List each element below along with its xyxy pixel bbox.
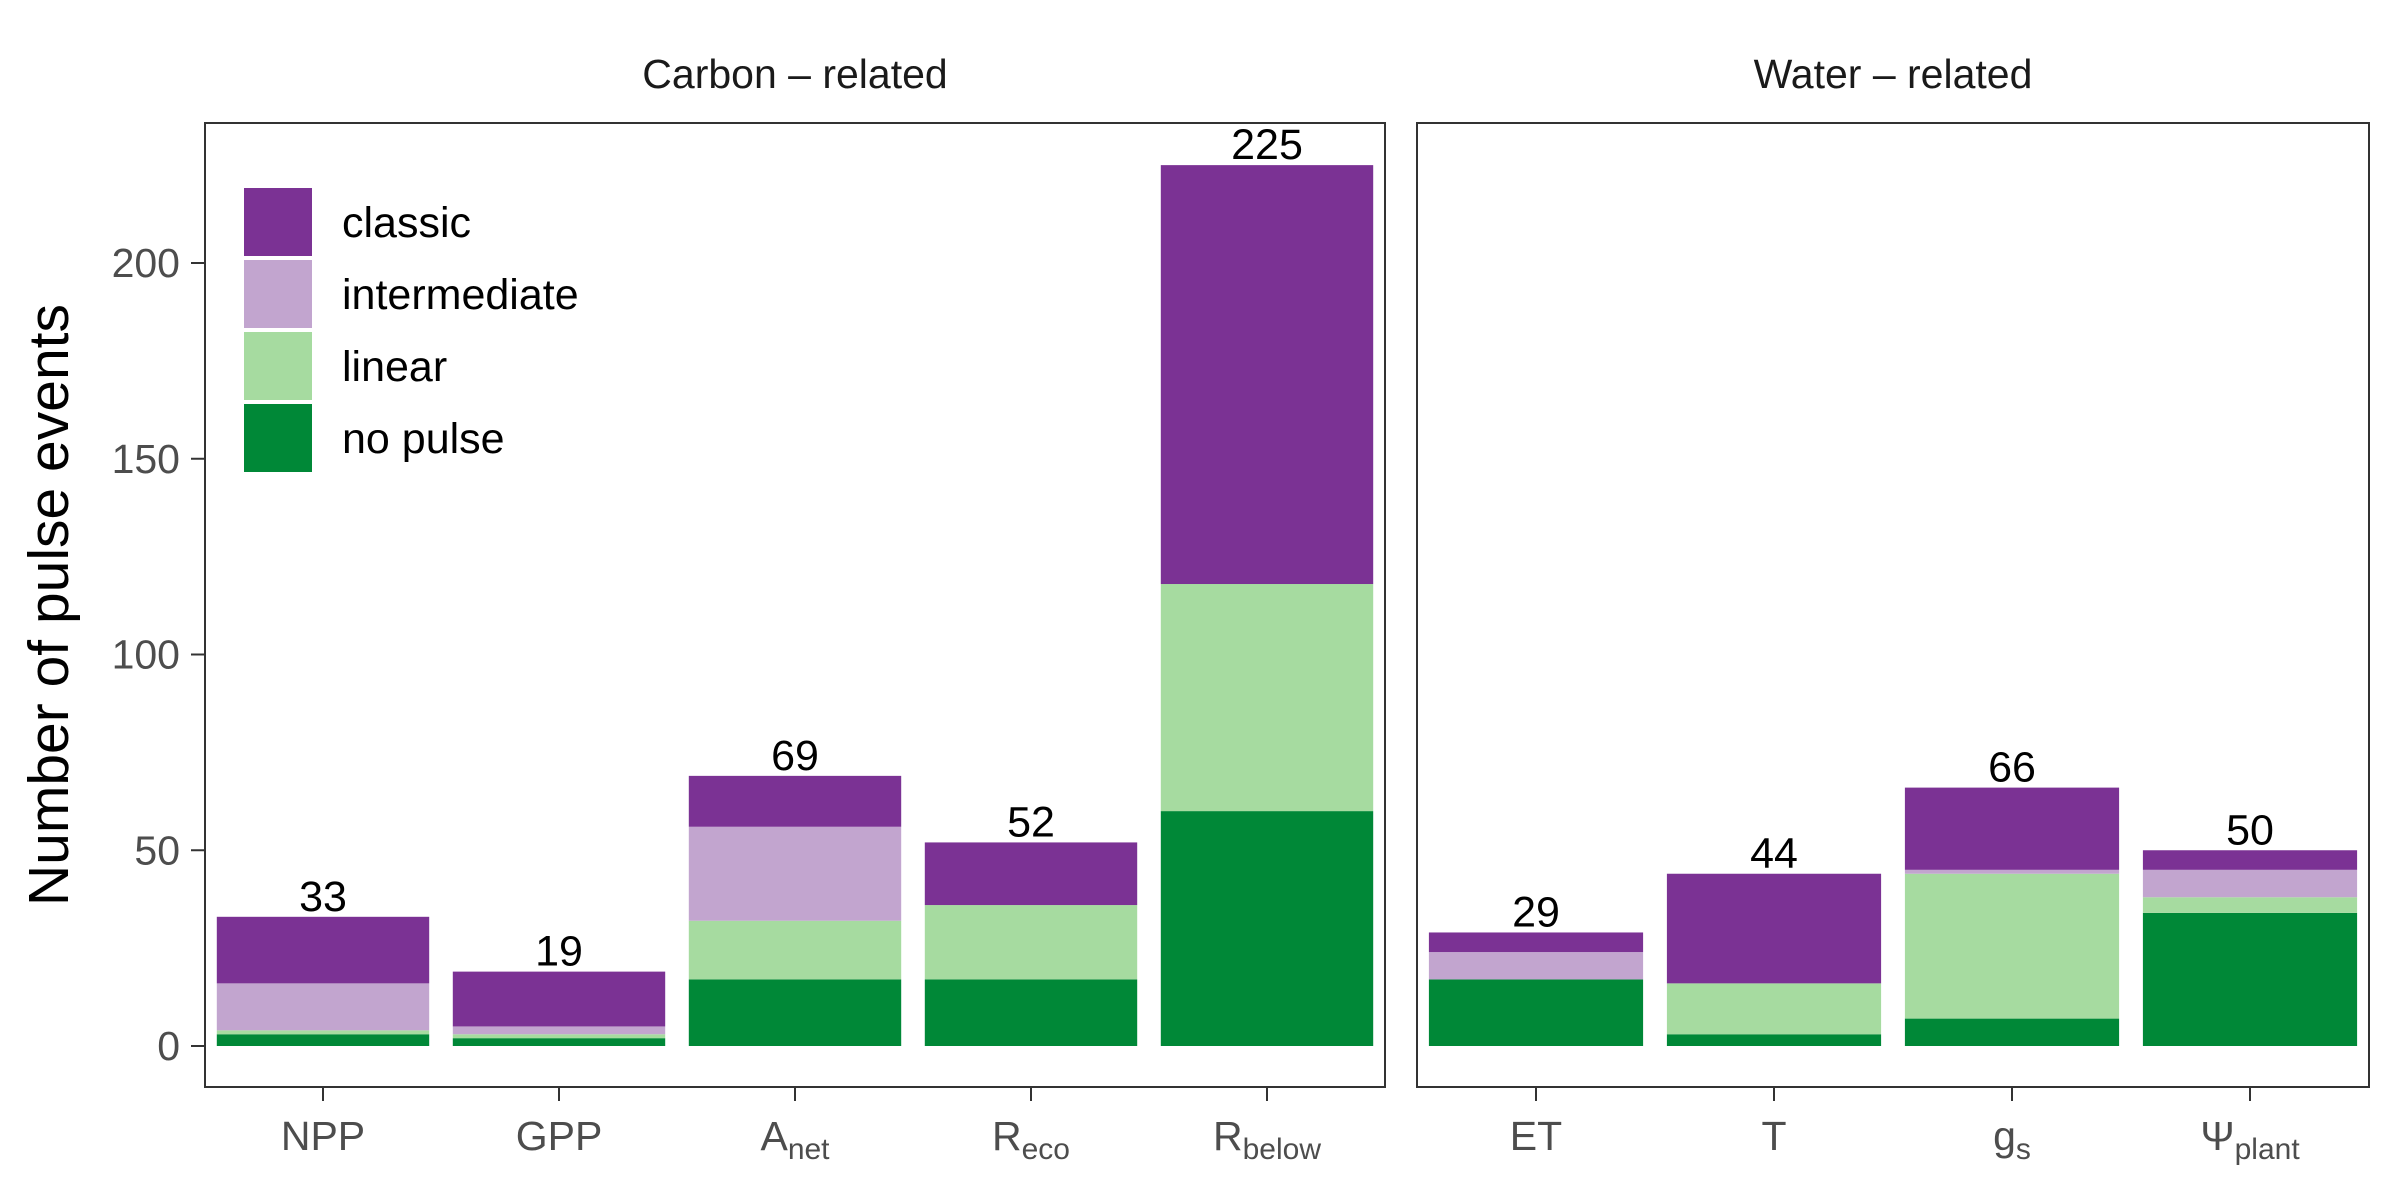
legend-label-linear: linear bbox=[342, 343, 447, 391]
y-tick-label: 150 bbox=[112, 436, 180, 482]
water-total-labels: 29 44 66 50 bbox=[1512, 744, 2274, 937]
bar-segment-intermediate-et bbox=[1428, 952, 1644, 980]
bar-segment-no-pulse-npp bbox=[216, 1034, 430, 1046]
bar-segment-classic-plant bbox=[2142, 850, 2358, 870]
bar-segment-no-pulse-gs bbox=[1904, 1018, 2120, 1046]
bar-segment-classic-reco bbox=[924, 842, 1138, 906]
legend-label-classic: classic bbox=[342, 199, 471, 247]
legend-key-linear bbox=[244, 332, 312, 400]
total-label: 44 bbox=[1750, 830, 1798, 878]
bar-segment-classic-npp bbox=[216, 916, 430, 984]
carbon-bars bbox=[216, 165, 1374, 1046]
water-bars bbox=[1428, 787, 2358, 1046]
bar-segment-no-pulse-gpp bbox=[452, 1038, 666, 1046]
y-axis-title: Number of pulse events bbox=[17, 304, 81, 906]
legend-label-no-pulse: no pulse bbox=[342, 415, 505, 463]
y-tick-label: 50 bbox=[134, 827, 180, 873]
bar-segment-no-pulse-t bbox=[1666, 1034, 1882, 1046]
total-label: 29 bbox=[1512, 888, 1560, 936]
bar-segment-intermediate-npp bbox=[216, 983, 430, 1031]
bar-segment-linear-gs bbox=[1904, 873, 2120, 1019]
total-label: 225 bbox=[1231, 121, 1303, 169]
bar-segment-classic-rbelow bbox=[1160, 165, 1374, 585]
bar-segment-intermediate-gs bbox=[1904, 869, 2120, 874]
bar-segment-intermediate-gpp bbox=[452, 1026, 666, 1035]
bar-segment-linear-anet bbox=[688, 920, 902, 980]
bar-segment-classic-anet bbox=[688, 775, 902, 827]
bar-segment-classic-et bbox=[1428, 932, 1644, 953]
bar-segment-classic-t bbox=[1666, 873, 1882, 984]
x-tick-label-npp: NPP bbox=[281, 1113, 365, 1159]
y-tick-label: 0 bbox=[157, 1023, 180, 1069]
x-tick-label-gpp: GPP bbox=[516, 1113, 603, 1159]
carbon-x-ticks: NPP GPP Anet Reco Rbelow bbox=[281, 1087, 1321, 1166]
bar-segment-no-pulse-plant bbox=[2142, 912, 2358, 1046]
bar-segment-linear-npp bbox=[216, 1030, 430, 1035]
bar-segment-linear-rbelow bbox=[1160, 584, 1374, 812]
x-tick-label-reco: Reco bbox=[992, 1113, 1070, 1166]
bar-segment-linear-plant bbox=[2142, 897, 2358, 913]
x-tick-label-et: ET bbox=[1510, 1113, 1562, 1159]
legend-label-intermediate: intermediate bbox=[342, 271, 579, 319]
x-tick-label-rbelow: Rbelow bbox=[1213, 1113, 1321, 1166]
bar-segment-no-pulse-rbelow bbox=[1160, 811, 1374, 1046]
carbon-panel: Carbon – related NPP GPP Anet Reco Rbelow 33… bbox=[204, 51, 1386, 1166]
bar-segment-intermediate-anet bbox=[688, 826, 902, 921]
carbon-panel-title: Carbon – related bbox=[642, 51, 947, 97]
total-label: 19 bbox=[535, 928, 583, 976]
x-tick-label-t: T bbox=[1761, 1113, 1786, 1159]
bar-segment-classic-gs bbox=[1904, 787, 2120, 870]
legend: classic intermediate linear no pulse bbox=[244, 188, 579, 472]
water-panel-title: Water – related bbox=[1754, 51, 2033, 97]
bar-segment-no-pulse-reco bbox=[924, 979, 1138, 1046]
bar-segment-classic-gpp bbox=[452, 971, 666, 1027]
legend-key-classic bbox=[244, 188, 312, 256]
x-tick-label-gs: gs bbox=[1993, 1113, 2031, 1166]
bar-segment-linear-t bbox=[1666, 983, 1882, 1035]
bar-segment-intermediate-plant bbox=[2142, 869, 2358, 898]
y-tick-label: 100 bbox=[112, 632, 180, 678]
y-axis: 0 50 100 150 200 bbox=[112, 240, 205, 1069]
x-tick-label-anet: Anet bbox=[760, 1113, 830, 1166]
bar-segment-no-pulse-et bbox=[1428, 979, 1644, 1046]
legend-key-no-pulse bbox=[244, 404, 312, 472]
total-label: 33 bbox=[299, 873, 347, 921]
bar-segment-linear-gpp bbox=[452, 1034, 666, 1039]
carbon-total-labels: 33 19 69 52 225 bbox=[299, 121, 1303, 975]
total-label: 66 bbox=[1988, 744, 2036, 792]
legend-key-intermediate bbox=[244, 260, 312, 328]
total-label: 50 bbox=[2226, 806, 2274, 854]
water-panel-border bbox=[1416, 122, 2370, 1088]
carbon-panel-border bbox=[204, 122, 1386, 1088]
total-label: 69 bbox=[771, 732, 819, 780]
bar-segment-no-pulse-anet bbox=[688, 979, 902, 1046]
x-tick-label-plant: Ψplant bbox=[2200, 1113, 2300, 1166]
bar-segment-linear-reco bbox=[924, 905, 1138, 980]
total-label: 52 bbox=[1007, 798, 1055, 846]
y-tick-label: 200 bbox=[112, 240, 180, 286]
